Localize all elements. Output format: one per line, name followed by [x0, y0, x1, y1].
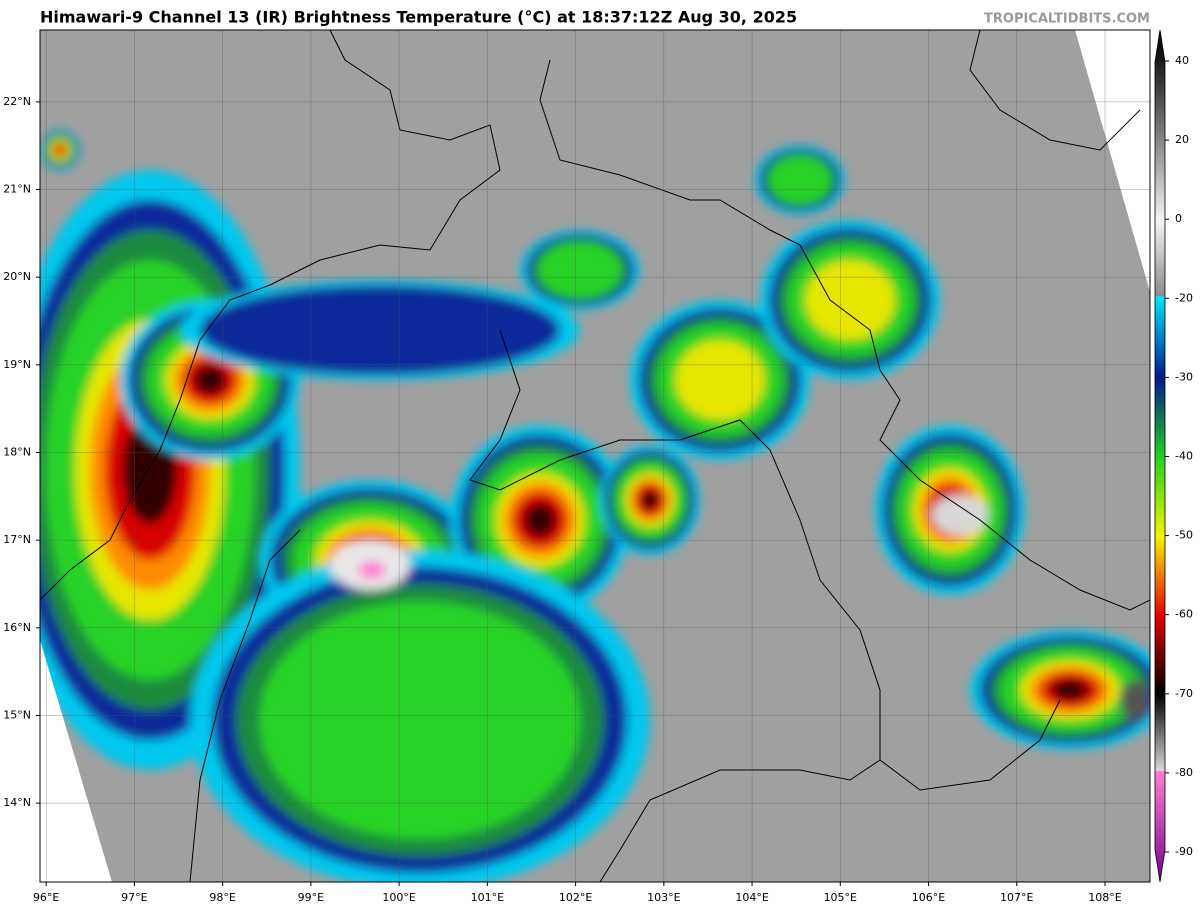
colorbar-label: 20: [1175, 133, 1189, 146]
colorbar-label: -90: [1175, 845, 1193, 858]
graticule: [40, 30, 1150, 882]
colorbar-label: -80: [1175, 766, 1193, 779]
swath-edge: [40, 640, 112, 882]
lon-label: 105°E: [824, 891, 857, 904]
axes: 22°N 21°N 20°N 19°N 18°N 17°N 16°N 15°N 14°N 96°E…: [3, 95, 1122, 904]
colorbar-label: 40: [1175, 54, 1189, 67]
lat-label: 18°N: [3, 445, 31, 458]
cloud-core: [1120, 680, 1150, 720]
cloud-layer: [768, 155, 832, 205]
colorbar: [1154, 29, 1166, 883]
lon-label: 102°E: [559, 891, 592, 904]
lon-label: 96°E: [33, 891, 59, 904]
colorbar-label: -40: [1175, 450, 1193, 463]
lon-label: 101°E: [471, 891, 504, 904]
title: Himawari-9 Channel 13 (IR) Brightness Te…: [40, 8, 797, 27]
lon-label: 104°E: [735, 891, 768, 904]
lat-label: 15°N: [3, 708, 31, 721]
cloud-layer: [193, 365, 227, 395]
cloud-core: [932, 495, 988, 535]
lat-label: 19°N: [3, 358, 31, 371]
lon-label: 98°E: [209, 891, 235, 904]
cloud-core: [358, 561, 386, 579]
cloud-layers: [40, 130, 1150, 882]
swath-edge: [1075, 30, 1150, 292]
lat-label: 22°N: [3, 95, 31, 108]
cloud-layer: [675, 340, 765, 420]
credit: TROPICALTIDBITS.COM: [984, 12, 1150, 27]
borders: [40, 30, 1150, 882]
colorbar-label: -70: [1175, 687, 1193, 700]
lat-label: 20°N: [3, 270, 31, 283]
colorbar-label: -30: [1175, 370, 1193, 383]
imagery: [40, 30, 1150, 882]
lon-label: 97°E: [121, 891, 147, 904]
cloud-layer: [538, 242, 622, 298]
map-frame: [39, 29, 1151, 883]
lat-label: 16°N: [3, 621, 31, 634]
cloud-layer: [1052, 679, 1088, 701]
cloud-layer: [200, 285, 560, 375]
lat-label: 17°N: [3, 533, 31, 546]
lon-label: 106°E: [912, 891, 945, 904]
colorbar-label: -50: [1175, 529, 1193, 542]
colorbar-label: -20: [1175, 291, 1193, 304]
colorbar-label: -60: [1175, 608, 1193, 621]
lat-label: 14°N: [3, 796, 31, 809]
lon-label: 108°E: [1088, 891, 1121, 904]
cloud-layer: [641, 490, 659, 510]
lon-label: 99°E: [298, 891, 324, 904]
lat-label: 21°N: [3, 183, 31, 196]
cloud-layer: [805, 260, 895, 340]
lon-label: 103°E: [647, 891, 680, 904]
lon-label: 100°E: [382, 891, 415, 904]
lon-label: 107°E: [1000, 891, 1033, 904]
cloud-layer: [54, 144, 66, 156]
cloud-layer: [523, 502, 557, 538]
colorbar-ticks: 40 20 0 -20 -30 -40 -50 -60 -70 -80 -90: [1165, 54, 1193, 858]
colorbar-label: 0: [1175, 212, 1182, 225]
cloud-layer: [259, 601, 581, 839]
